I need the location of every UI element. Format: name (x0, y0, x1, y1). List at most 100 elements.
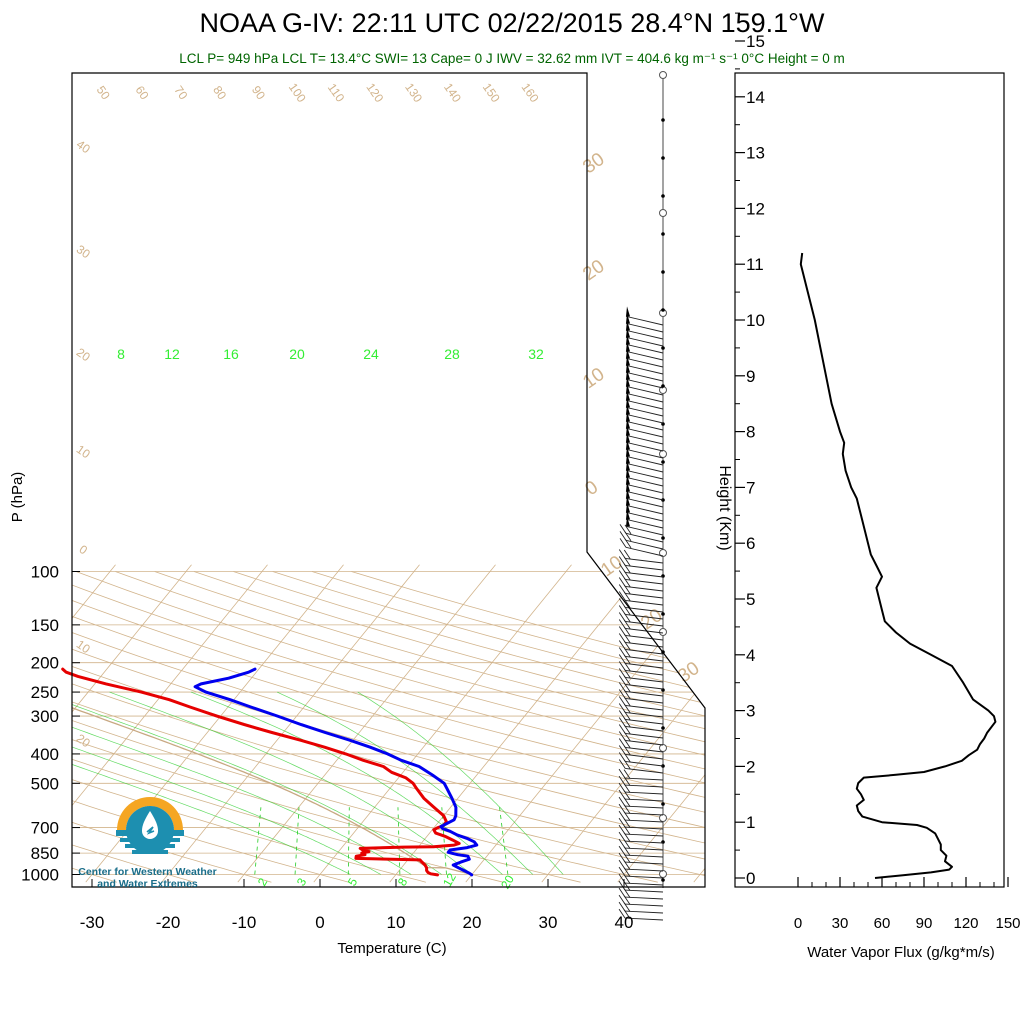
wind-barb (625, 467, 664, 487)
wind-barb (625, 411, 664, 431)
flux-tick-label: 150 (995, 915, 1020, 932)
dry-adiabat-label: 120 (363, 80, 386, 105)
parcel-path-line (72, 564, 473, 876)
wind-barb (625, 341, 664, 361)
mixing-ratio-line (397, 807, 401, 875)
mast-level-marker (659, 628, 667, 636)
dry-adiabat-line (72, 571, 195, 883)
dry-adiabat-label: 110 (325, 81, 348, 105)
dry-adiabat-line (72, 571, 705, 883)
dry-adiabat-label: 70 (171, 83, 190, 102)
mast-level-marker (659, 209, 667, 217)
flux-plot-frame (734, 72, 1005, 888)
mast-dot-marker (661, 726, 665, 730)
mast-level-marker (659, 549, 667, 557)
wind-barb (625, 348, 664, 368)
height-tick-label: 4 (746, 646, 755, 665)
height-tick-label: 5 (746, 590, 755, 609)
mast-level-marker (659, 450, 667, 458)
mast-level-marker (659, 814, 667, 822)
dry-adiabat-label: 60 (133, 83, 152, 102)
y-tick-label: 100 (31, 563, 59, 582)
wind-barb (618, 731, 664, 746)
height-tick-label: 6 (746, 534, 755, 553)
wind-barb (625, 453, 664, 473)
x-tick-label: 0 (315, 913, 324, 932)
wind-barb (625, 383, 664, 403)
dry-adiabat-line (72, 571, 705, 883)
mast-dot-marker (661, 118, 665, 122)
isotherm-line (72, 564, 268, 883)
mixing-ratio-line (254, 807, 262, 875)
sounding-stats: LCL P= 949 hPa LCL T= 13.4°C SWI= 13 Cap… (179, 51, 845, 66)
chart-title: NOAA G-IV: 22:11 UTC 02/22/2015 28.4°N 1… (199, 8, 825, 38)
height-tick-label: 0 (746, 869, 755, 888)
mast-dot-marker (661, 384, 665, 388)
mixing-ratio-label: 12 (440, 870, 459, 889)
water-vapor-flux-line (799, 252, 997, 879)
wind-barb (618, 745, 664, 760)
wind-barb (625, 355, 664, 375)
isotherm-line (161, 564, 420, 883)
wind-barb (625, 439, 664, 459)
wind-barb (625, 334, 664, 354)
moist-adiabat-label: 8 (117, 346, 125, 362)
dry-adiabat-label: 150 (480, 80, 503, 105)
mast-dot-marker (661, 346, 665, 350)
wind-barb (618, 696, 664, 711)
wind-barb (625, 362, 664, 382)
water-vapor-flux-panel: 0123456789101112131415160306090120150Wat… (716, 12, 1021, 961)
x-tick-label: -10 (232, 913, 257, 932)
moist-adiabat-line (109, 691, 473, 875)
mast-dot-marker (661, 194, 665, 198)
moist-adiabat-line (276, 691, 534, 875)
moist-adiabat-line (72, 691, 442, 875)
x-tick-label: -30 (80, 913, 105, 932)
wind-barb (625, 460, 664, 480)
dry-adiabat-line (193, 571, 705, 883)
mast-dot-marker (661, 270, 665, 274)
wind-barb (618, 549, 664, 564)
dry-adiabat-label: 160 (519, 80, 542, 105)
wind-barb (625, 481, 664, 501)
dry-adiabat-line (72, 571, 658, 883)
height-tick-label: 8 (746, 423, 755, 442)
x-tick-label: -20 (156, 913, 181, 932)
dry-adiabat-line (72, 571, 272, 883)
mixing-ratio-line (347, 807, 350, 875)
wind-barb (618, 675, 664, 690)
wind-barb (618, 682, 664, 697)
y-tick-label: 400 (31, 745, 59, 764)
isotherm-label: 10 (74, 442, 93, 461)
y-tick-label: 150 (31, 616, 59, 635)
wind-barb (618, 577, 664, 592)
height-tick-label: 15 (746, 32, 765, 51)
wind-barb (625, 320, 664, 340)
logo-line-1: Center for Western Weather (78, 866, 217, 878)
x-tick-label: 10 (387, 913, 406, 932)
height-tick-label: 1 (746, 813, 755, 832)
dry-adiabat-label: 100 (286, 80, 309, 105)
mast-level-marker (659, 71, 667, 79)
height-tick-label: 9 (746, 367, 755, 386)
dry-adiabat-line (115, 571, 705, 883)
dry-adiabat-label: 80 (210, 83, 229, 102)
dry-adiabat-label: 140 (441, 80, 464, 105)
mast-level-marker (659, 870, 667, 878)
height-tick-label: 3 (746, 702, 755, 721)
mixing-ratio-line (499, 807, 509, 875)
height-axis-label: Height (Km) (716, 465, 733, 550)
mast-level-marker (659, 744, 667, 752)
wind-barb (618, 556, 664, 571)
moist-adiabat-label: 24 (363, 346, 379, 362)
wind-barb (618, 759, 664, 774)
wind-barb (625, 313, 664, 333)
wind-barb (625, 446, 664, 466)
y-tick-label: 500 (31, 774, 59, 793)
dry-adiabat-line (72, 571, 581, 883)
flux-tick-label: 90 (916, 915, 933, 932)
isotherm-label: 40 (74, 137, 93, 156)
y-tick-label: 300 (31, 707, 59, 726)
